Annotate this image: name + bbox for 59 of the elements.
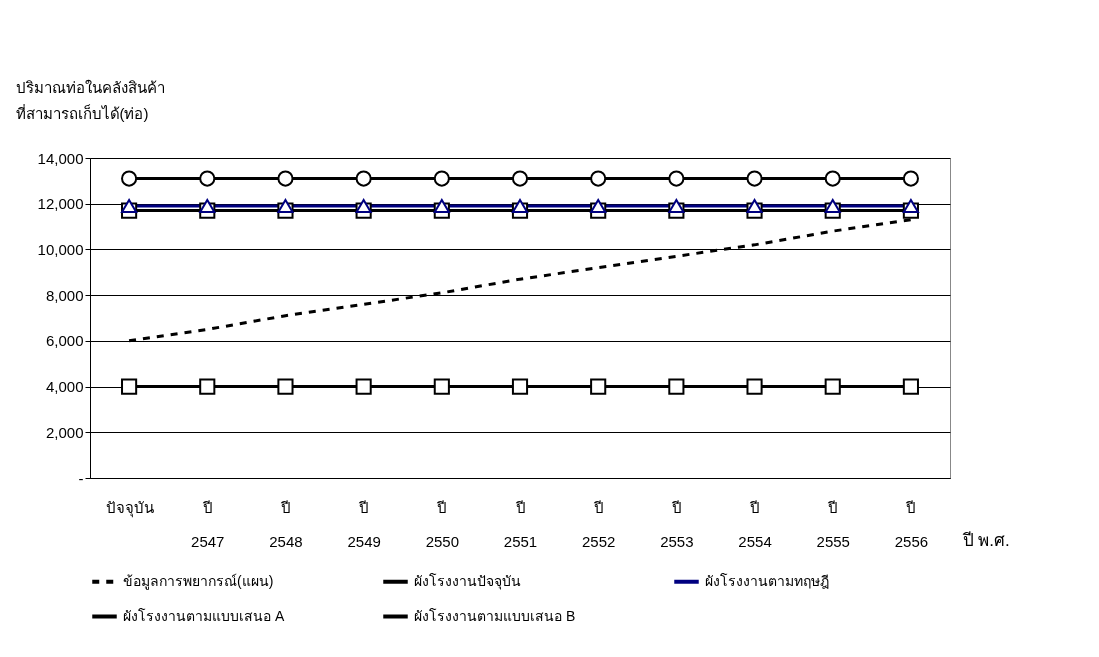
point (824, 198, 841, 214)
y-tick-label: 12,000 (37, 195, 84, 213)
x-tick-label: ปี 2552 (581, 498, 616, 550)
x-tick-label: ปี 2555 (816, 498, 850, 550)
x-tick-label: ปี 2547 (191, 498, 225, 550)
legend-label: ผังโรงงานตามทฤษฎี (705, 572, 829, 589)
y-tick-label: 2,000 (45, 423, 84, 441)
x-tick-label: ปี 2551 (503, 498, 538, 550)
point (511, 378, 529, 395)
y-tick-label: 6,000 (45, 332, 84, 350)
point (746, 198, 763, 214)
point (121, 378, 138, 395)
point (668, 170, 685, 187)
y-axis-title: ปริมาณท่อในคลังสินค้า ที่สามารถเก็บได้(ท่อ) (15, 78, 165, 122)
point (433, 170, 450, 187)
legend-label: ผังโรงงานตามแบบเสนอ B (414, 607, 576, 624)
point (199, 378, 216, 395)
legend-label: ผังโรงงานตามแบบเสนอ A (123, 607, 285, 624)
point (668, 198, 685, 214)
point (590, 378, 607, 395)
point (199, 170, 216, 187)
point (668, 378, 685, 395)
point (277, 170, 294, 187)
point (355, 170, 372, 187)
x-tick-label: ปี 2549 (347, 498, 381, 550)
x-axis-title: ปี พ.ศ. (961, 530, 1010, 550)
point (511, 170, 529, 187)
point (511, 198, 529, 214)
point (746, 170, 763, 187)
point (902, 198, 919, 214)
x-tick-label: ปี 2548 (269, 498, 303, 550)
point (746, 378, 763, 395)
y-tick-label: 8,000 (45, 286, 84, 304)
point (121, 198, 138, 214)
legend-label: ผังโรงงานปัจจุบัน (414, 572, 521, 590)
point (121, 170, 138, 187)
y-tick-label: - (78, 469, 84, 487)
y-tick-label: 10,000 (37, 240, 84, 258)
x-tick-label: ปัจจุบัน (105, 498, 154, 518)
point (355, 378, 372, 395)
point (355, 198, 372, 214)
point (433, 198, 450, 214)
point (433, 378, 450, 395)
x-tick-label: ปี 2554 (738, 498, 772, 550)
point (277, 378, 294, 395)
point (902, 170, 919, 187)
point (199, 198, 216, 214)
point (590, 170, 607, 187)
y-tick-label: 14,000 (37, 149, 84, 167)
x-tick-label: ปี 2550 (425, 498, 460, 550)
point (824, 170, 841, 187)
x-tick-label: ปี 2553 (660, 498, 694, 550)
point (277, 198, 294, 214)
point (902, 378, 919, 395)
point (824, 378, 841, 395)
legend-label: ข้อมูลการพยากรณ์(แผน) (123, 572, 274, 590)
x-tick-label: ปี 2556 (894, 498, 929, 550)
y-tick-label: 4,000 (45, 378, 84, 396)
point (590, 198, 607, 214)
